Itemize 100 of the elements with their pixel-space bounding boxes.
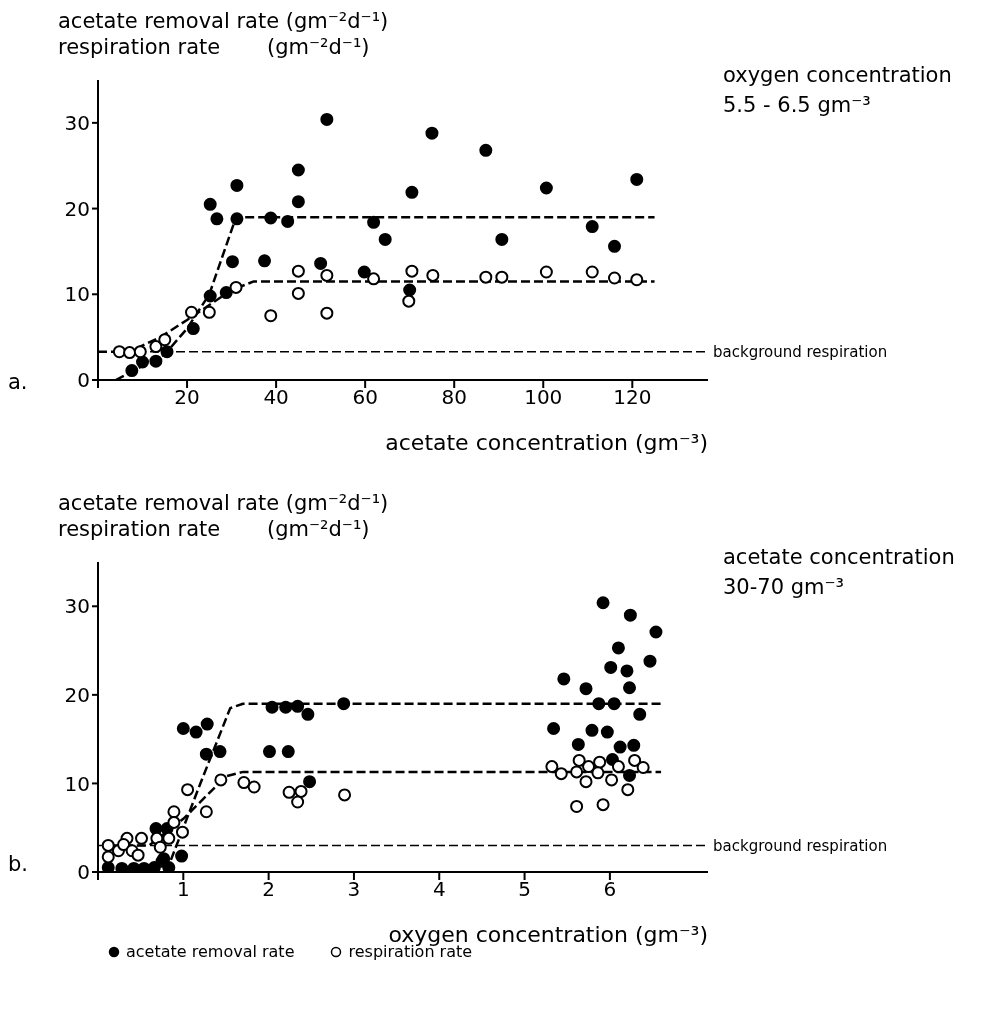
point bbox=[258, 254, 272, 268]
point bbox=[630, 172, 644, 186]
point bbox=[199, 805, 213, 819]
point bbox=[596, 798, 610, 812]
point bbox=[137, 861, 151, 872]
point bbox=[291, 195, 305, 209]
point bbox=[593, 755, 607, 769]
point bbox=[636, 760, 650, 774]
point bbox=[608, 271, 621, 285]
point bbox=[219, 286, 233, 300]
point bbox=[479, 270, 493, 284]
point bbox=[585, 220, 599, 234]
point bbox=[426, 268, 440, 282]
point bbox=[337, 697, 351, 711]
point bbox=[264, 309, 278, 323]
x-tick-label: 2 bbox=[262, 877, 275, 902]
point bbox=[186, 322, 200, 336]
text: a. bbox=[8, 370, 28, 394]
x-tick-label: 6 bbox=[603, 877, 617, 902]
point bbox=[185, 305, 198, 319]
point bbox=[320, 306, 334, 320]
point bbox=[314, 256, 328, 270]
point bbox=[101, 861, 115, 872]
point bbox=[367, 215, 381, 229]
point bbox=[225, 255, 239, 269]
point bbox=[495, 270, 509, 284]
y-tick-label: 0 bbox=[77, 368, 90, 393]
point bbox=[181, 783, 195, 797]
point bbox=[582, 760, 596, 774]
point bbox=[611, 641, 625, 655]
point bbox=[367, 272, 381, 286]
legend-label: acetate removal rate bbox=[125, 942, 295, 961]
x-tick-label: 4 bbox=[432, 877, 446, 902]
point bbox=[378, 232, 392, 246]
point bbox=[623, 608, 637, 622]
x-tick-label: 120 bbox=[613, 385, 652, 410]
point bbox=[405, 264, 419, 278]
x-tick-label: 40 bbox=[263, 385, 289, 410]
point bbox=[605, 773, 619, 787]
point bbox=[303, 775, 317, 789]
point bbox=[282, 785, 296, 799]
point bbox=[153, 840, 167, 854]
point bbox=[643, 654, 657, 668]
x-tick-label: 100 bbox=[524, 385, 563, 410]
point bbox=[133, 345, 147, 359]
point bbox=[291, 699, 305, 713]
ref-line-label: background respiration bbox=[713, 343, 888, 362]
point bbox=[262, 745, 276, 759]
x-tick-label: 5 bbox=[518, 877, 531, 902]
point bbox=[592, 697, 606, 711]
point bbox=[125, 364, 139, 378]
y-axis-title: acetate removal rate (gm⁻²d⁻¹) respiration rate (gm⁻²d⁻¹) bbox=[58, 8, 390, 60]
point bbox=[167, 815, 181, 829]
point bbox=[495, 232, 509, 246]
point bbox=[135, 831, 149, 845]
point bbox=[230, 178, 244, 192]
point bbox=[596, 596, 610, 610]
point bbox=[203, 197, 217, 211]
point bbox=[607, 697, 621, 711]
point bbox=[131, 848, 145, 862]
point bbox=[320, 268, 334, 282]
ref-line-label: background respiration bbox=[713, 836, 888, 855]
point bbox=[200, 717, 214, 731]
point bbox=[237, 776, 251, 790]
point bbox=[620, 664, 634, 678]
text: b. bbox=[8, 852, 29, 876]
point bbox=[189, 725, 203, 739]
point bbox=[149, 354, 163, 368]
point bbox=[175, 849, 189, 863]
point bbox=[176, 722, 190, 736]
point bbox=[579, 775, 593, 789]
point bbox=[585, 723, 599, 737]
point bbox=[101, 850, 115, 864]
point bbox=[621, 783, 635, 797]
point bbox=[281, 745, 295, 759]
point bbox=[585, 265, 599, 279]
point bbox=[591, 766, 605, 780]
point bbox=[265, 700, 279, 714]
point bbox=[214, 773, 228, 787]
point bbox=[545, 760, 559, 774]
point bbox=[291, 264, 305, 278]
y-tick-label: 20 bbox=[64, 196, 90, 221]
point bbox=[117, 838, 131, 852]
y-tick-label: 20 bbox=[64, 682, 90, 707]
x-axis-title: oxygen concentration (gm⁻³) bbox=[388, 922, 708, 947]
point bbox=[570, 765, 584, 779]
point bbox=[539, 181, 553, 195]
point bbox=[623, 681, 637, 695]
point bbox=[229, 280, 243, 294]
y-tick-label: 30 bbox=[64, 594, 90, 619]
point bbox=[301, 707, 315, 721]
point bbox=[160, 345, 174, 359]
point bbox=[279, 700, 293, 714]
point bbox=[403, 283, 417, 297]
x-tick-label: 20 bbox=[174, 385, 200, 410]
point bbox=[291, 795, 305, 809]
point bbox=[158, 333, 172, 347]
text: oxygen concentration 5.5 - 6.5 gm⁻³ bbox=[723, 62, 952, 119]
point bbox=[101, 838, 115, 852]
point bbox=[291, 163, 305, 177]
